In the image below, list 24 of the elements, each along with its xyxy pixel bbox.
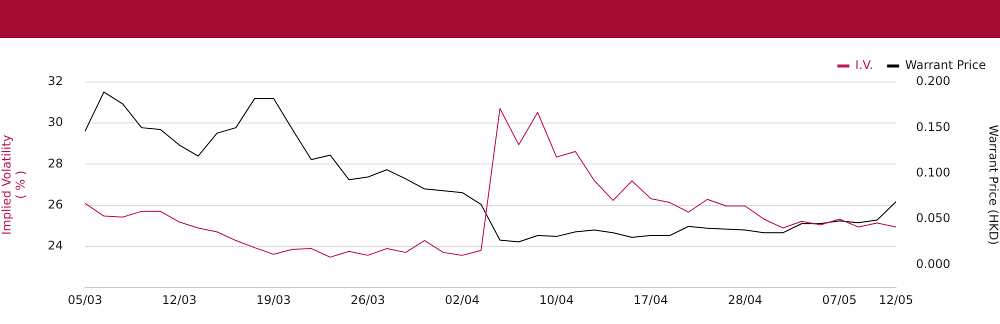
x-tick-label: 07/05 [822,292,857,307]
x-tick-label: 12/03 [162,292,197,307]
y-tick-label: 30 [48,115,63,130]
y2-tick-label: 0.000 [916,256,950,271]
x-tick-label: 02/04 [444,292,480,307]
x-tick-label: 17/04 [634,292,668,307]
x-tick-label: 26/03 [350,292,386,307]
y-tick-label: 28 [48,156,63,170]
legend-label: I.V. [855,58,874,72]
y2-tick-label: 0.200 [916,74,950,88]
x-tick-label: 05/03 [68,292,102,307]
x-tick-label: 28/04 [728,292,762,307]
x-tick-label: 12/05 [878,292,914,307]
y-tick-label: 32 [48,74,63,88]
legend-label: Warrant Price [905,58,986,72]
y-tick-label: 26 [48,197,63,212]
y2-tick-label: 0.050 [916,211,950,226]
x-tick-label: 19/03 [256,292,291,307]
y-axis-title: Implied Volatility ( % ) [0,134,28,235]
y2-tick-label: 0.100 [916,166,950,180]
y2-tick-label: 0.150 [916,120,950,134]
y-tick-label: 24 [48,238,63,253]
x-tick-label: 10/04 [539,292,574,307]
y2-axis-title: Warrant Price (HKD) [986,124,1000,245]
